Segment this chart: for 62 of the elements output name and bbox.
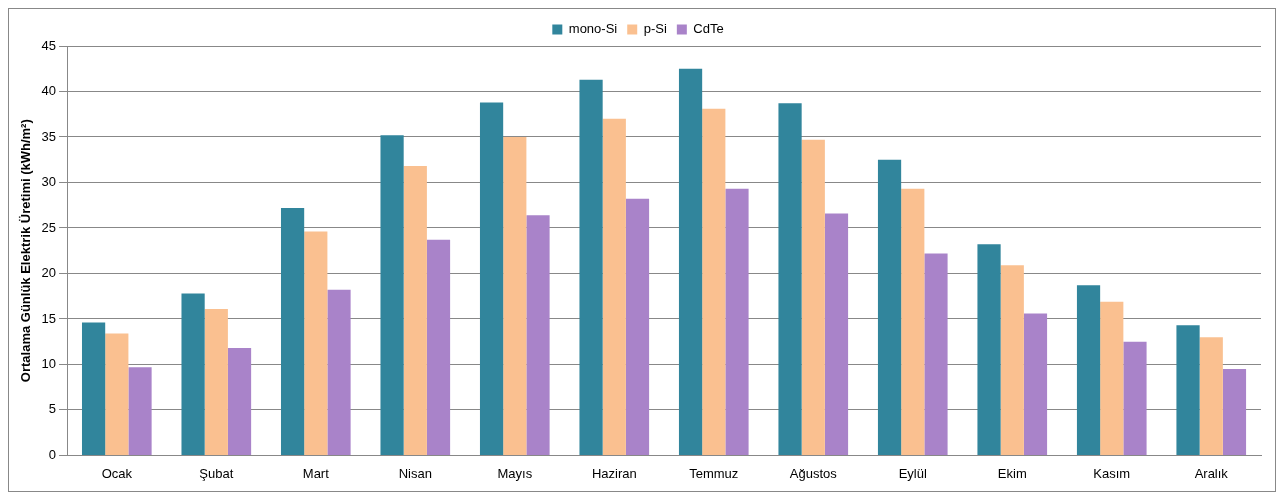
x-tick-label: Haziran [591,465,637,481]
x-tick-label: Eylül [898,465,927,481]
x-tick-label: Mart [302,465,330,481]
bar [1076,285,1101,455]
x-tick-label: Temmuz [689,465,739,481]
bar [1000,265,1024,455]
y-tick-label: 45 [41,37,57,53]
bar [602,118,626,455]
legend-label: mono-Si [568,21,618,37]
bar [1023,313,1048,455]
bar [380,135,404,455]
bar [702,108,726,455]
bar [625,198,650,455]
x-tick-label: Ekim [997,465,1027,481]
bar [426,239,451,455]
bar [204,308,228,455]
bar [579,79,603,455]
y-tick-label: 40 [41,83,57,99]
x-tick-label: Şubat [199,465,234,481]
bar [1123,341,1147,455]
y-tick-label: 10 [41,356,57,371]
bar [128,367,152,455]
bar [801,139,825,455]
y-axis-title: Ortalama Günlük Elektrik Üretimi (kWh/m²) [18,119,34,383]
bar [924,253,948,455]
bar [181,293,205,455]
bar [725,188,749,455]
bar [327,289,351,455]
bar [403,166,427,455]
y-tick-label: 5 [48,401,57,417]
y-tick-label: 0 [48,446,57,462]
bar [901,188,925,455]
x-tick-label: Ocak [101,465,133,481]
y-tick-label: 20 [41,265,57,281]
x-tick-label: Mayıs [497,465,533,481]
y-tick-label: 30 [41,174,57,190]
x-tick-label: Nisan [398,465,432,481]
bar [1176,325,1200,455]
bar [778,103,802,455]
bar [479,102,504,455]
bar [105,333,129,455]
bar [824,213,849,455]
legend-label: CdTe [693,21,724,37]
bar [503,136,527,455]
bar [1199,337,1223,455]
legend-label: p-Si [643,21,667,37]
bar [977,244,1001,455]
y-tick-label: 35 [41,128,57,144]
bar [304,231,328,455]
bar [227,348,252,455]
bar [1100,301,1124,455]
x-tick-label: Ağustos [789,465,838,481]
bar [678,68,703,455]
bar [1222,368,1247,455]
x-tick-label: Aralık [1194,465,1229,481]
y-tick-label: 15 [41,310,57,326]
bar [877,159,902,455]
x-tick-label: Kasım [1093,465,1131,481]
bar [280,207,305,455]
bar [81,322,106,455]
y-tick-label: 25 [41,219,57,235]
bar [526,215,550,455]
